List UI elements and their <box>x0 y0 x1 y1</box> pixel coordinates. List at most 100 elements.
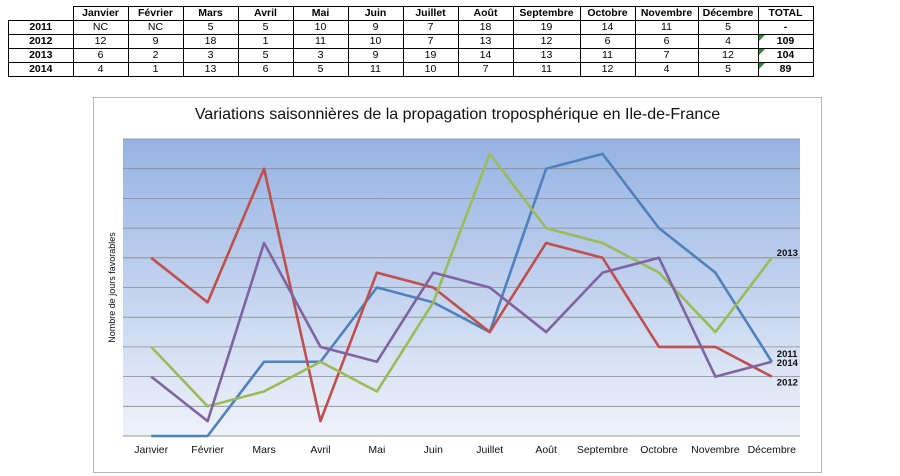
table-cell: 1 <box>127 62 184 77</box>
y-axis-label: Nombre de jours favorables <box>107 232 117 343</box>
table-cell: 10 <box>292 20 349 35</box>
data-table: Janvier Février Mars Avril Mai Juin Juillet Aoû… <box>8 6 814 77</box>
table-cell: 5 <box>697 62 759 77</box>
x-tick-label: Mars <box>252 444 275 456</box>
table-cell: 9 <box>347 48 404 63</box>
column-header: Janvier <box>72 6 129 21</box>
table-row: 2012 12 9 18 1 11 10 7 13 12 6 6 4 109 <box>8 34 814 49</box>
table-cell: 6 <box>237 62 294 77</box>
table-cell: 10 <box>402 62 459 77</box>
column-header: Août <box>457 6 514 21</box>
x-tick-label: Mai <box>368 444 385 456</box>
table-cell: 11 <box>634 20 699 35</box>
cell-note-marker <box>758 35 765 41</box>
table-cell: 1 <box>237 34 294 49</box>
cell-note-marker <box>758 63 765 69</box>
x-tick-label: Juillet <box>476 444 503 456</box>
x-tick-label: Octobre <box>640 444 678 456</box>
table-cell: 18 <box>182 34 239 49</box>
table-cell: 6 <box>634 34 699 49</box>
column-header: TOTAL <box>757 6 814 21</box>
table-row: 2014 4 1 13 6 5 11 10 7 11 12 4 5 89 <box>8 62 814 77</box>
series-line-2012 <box>150 167 773 423</box>
table-cell: 12 <box>72 34 129 49</box>
x-tick-label: Septembre <box>577 444 629 456</box>
table-cell: 6 <box>72 48 129 63</box>
table-cell: 18 <box>457 20 514 35</box>
line-chart: Janvier Février Mars Avril Mai Juin Juillet Aoû… <box>107 138 800 456</box>
column-header: Octobre <box>579 6 636 21</box>
column-header: Septembre <box>512 6 581 21</box>
column-header: Juin <box>347 6 404 21</box>
series-line-2011 <box>151 152 773 438</box>
series-label-2013: 2013 <box>777 248 798 259</box>
table-cell: 13 <box>457 34 514 49</box>
x-tick-label: Janvier <box>134 444 168 456</box>
table-cell: 4 <box>697 34 759 49</box>
row-year: 2013 <box>8 48 74 63</box>
table-cell: 11 <box>347 62 404 77</box>
table-cell: 11 <box>512 62 581 77</box>
row-total: - <box>757 20 814 35</box>
table-cell: 12 <box>697 48 759 63</box>
series-line-2013 <box>150 152 773 408</box>
chart-title: Variations saisonnières de la propagatio… <box>194 106 721 123</box>
table-cell: 4 <box>634 62 699 77</box>
table-cell: 7 <box>402 20 459 35</box>
x-tick-label: Août <box>535 444 557 456</box>
table-cell: 7 <box>634 48 699 63</box>
series-label-2012: 2012 <box>777 378 798 389</box>
x-tick-label: Juin <box>424 444 443 456</box>
row-year: 2012 <box>8 34 74 49</box>
x-tick-label: Avril <box>310 444 330 456</box>
column-header: Décembre <box>697 6 759 21</box>
table-row: 2013 6 2 3 5 3 9 19 14 13 11 7 12 104 <box>8 48 814 63</box>
column-header: Mai <box>292 6 349 21</box>
table-cell: 19 <box>402 48 459 63</box>
table-cell: 2 <box>127 48 184 63</box>
table-cell: 5 <box>237 20 294 35</box>
table-cell: 6 <box>579 34 636 49</box>
table-cell: 7 <box>402 34 459 49</box>
column-header: Mars <box>182 6 239 21</box>
table-cell: NC <box>72 20 129 35</box>
table-cell: 3 <box>292 48 349 63</box>
x-tick-label: Février <box>191 444 224 456</box>
table-cell: 5 <box>182 20 239 35</box>
table-cell: 19 <box>512 20 581 35</box>
table-cell: 7 <box>457 62 514 77</box>
table-cell: 4 <box>72 62 129 77</box>
column-header: Février <box>127 6 184 21</box>
series-label-2014: 2014 <box>777 358 799 369</box>
table-cell: 14 <box>457 48 514 63</box>
table-cell: 5 <box>237 48 294 63</box>
column-header: Avril <box>237 6 294 21</box>
table-cell: 13 <box>512 48 581 63</box>
row-year: 2011 <box>8 20 74 35</box>
table-cell: 5 <box>697 20 759 35</box>
table-row: 2011 NC NC 5 5 10 9 7 18 19 14 11 5- <box>8 20 814 35</box>
row-total: 89 <box>757 62 814 77</box>
row-total: 109 <box>757 34 814 49</box>
table-cell: NC <box>127 20 184 35</box>
row-year: 2014 <box>8 62 74 77</box>
column-header: Novembre <box>634 6 699 21</box>
table-cell: 13 <box>182 62 239 77</box>
x-tick-label: Décembre <box>748 444 797 456</box>
x-tick-label: Novembre <box>691 444 740 456</box>
row-total: 104 <box>757 48 814 63</box>
table-cell: 3 <box>182 48 239 63</box>
table-cell: 9 <box>127 34 184 49</box>
chart-container: Variations saisonnières de la propagatio… <box>93 97 822 473</box>
cell-note-marker <box>758 49 765 55</box>
column-header: Juillet <box>402 6 459 21</box>
series-line-2014 <box>150 241 773 423</box>
table-cell: 9 <box>347 20 404 35</box>
table-cell: 5 <box>292 62 349 77</box>
series-label-2011: 2011 <box>777 349 798 360</box>
table-cell: 10 <box>347 34 404 49</box>
table-cell: 12 <box>579 62 636 77</box>
table-cell: 14 <box>579 20 636 35</box>
table-corner <box>8 6 74 21</box>
table-cell: 11 <box>579 48 636 63</box>
